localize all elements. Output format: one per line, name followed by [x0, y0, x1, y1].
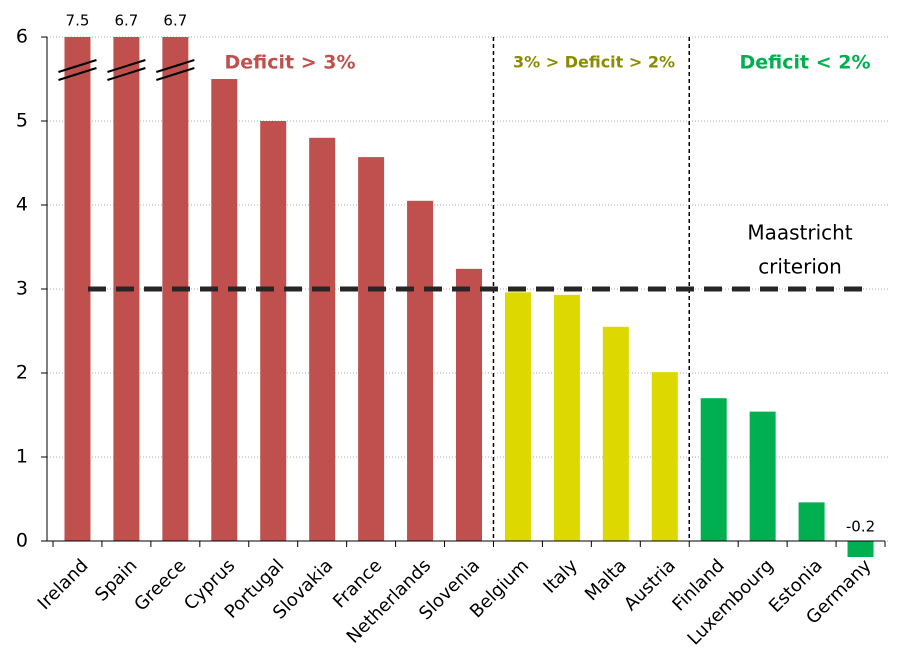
- axis-break: [58, 59, 97, 73]
- axis-break: [156, 59, 195, 73]
- bar: [504, 292, 531, 541]
- axis-break: [58, 67, 97, 81]
- axis-break: [156, 67, 195, 81]
- bar: [407, 200, 434, 542]
- x-tick-label: Luxembourg: [684, 555, 778, 649]
- bar: [700, 398, 727, 541]
- reference-label: criterion: [758, 255, 842, 279]
- y-tick-label: 2: [16, 362, 28, 384]
- x-tick-label: Austria: [620, 555, 680, 615]
- group-label: Deficit < 2%: [739, 52, 870, 74]
- bar: [64, 37, 91, 541]
- y-tick-label: 0: [16, 530, 28, 552]
- bar: [651, 372, 678, 541]
- value-label: 6.7: [163, 12, 187, 30]
- bar: [309, 137, 336, 542]
- group-label: Deficit > 3%: [224, 52, 355, 74]
- bar: [602, 326, 629, 541]
- bar: [211, 79, 238, 541]
- bar: [749, 411, 776, 541]
- value-label: 6.7: [114, 12, 138, 30]
- x-tick-label: Italy: [539, 555, 582, 598]
- group-label: 3% > Deficit > 2%: [513, 53, 675, 72]
- bar: [553, 294, 580, 541]
- bar: [847, 541, 874, 557]
- y-tick-label: 5: [16, 110, 28, 132]
- x-tick-label: Ireland: [34, 555, 93, 614]
- y-tick-label: 1: [16, 446, 28, 468]
- y-tick-label: 3: [16, 278, 28, 300]
- value-label: -0.2: [846, 518, 875, 536]
- reference-label: Maastricht: [747, 221, 852, 245]
- axis-break: [107, 59, 146, 73]
- y-tick-label: 6: [16, 26, 28, 48]
- bar: [456, 268, 482, 541]
- value-label: 7.5: [66, 12, 90, 30]
- y-tick-label: 4: [16, 194, 28, 216]
- bar: [113, 37, 140, 541]
- bar: [358, 157, 385, 541]
- bars: [64, 37, 874, 557]
- x-tick-label: Greece: [130, 555, 190, 615]
- bar: [798, 502, 825, 541]
- bar: [162, 37, 189, 541]
- axis-break: [107, 67, 146, 81]
- bar: [260, 121, 287, 541]
